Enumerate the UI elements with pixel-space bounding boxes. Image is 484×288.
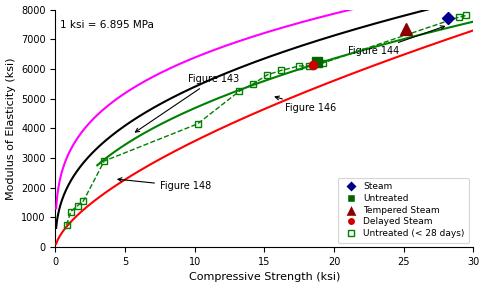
Text: Figure 143: Figure 143 [135, 74, 239, 132]
Y-axis label: Modulus of Elasticity (ksi): Modulus of Elasticity (ksi) [5, 57, 15, 200]
Text: 1 ksi = 6.895 MPa: 1 ksi = 6.895 MPa [60, 20, 153, 30]
Text: Figure 144: Figure 144 [347, 26, 443, 56]
Text: Figure 146: Figure 146 [274, 96, 336, 113]
Legend: Steam, Untreated, Tempered Steam, Delayed Steam, Untreated (< 28 days): Steam, Untreated, Tempered Steam, Delaye… [337, 178, 468, 243]
X-axis label: Compressive Strength (ksi): Compressive Strength (ksi) [188, 272, 339, 283]
Text: Figure 148: Figure 148 [118, 178, 211, 191]
